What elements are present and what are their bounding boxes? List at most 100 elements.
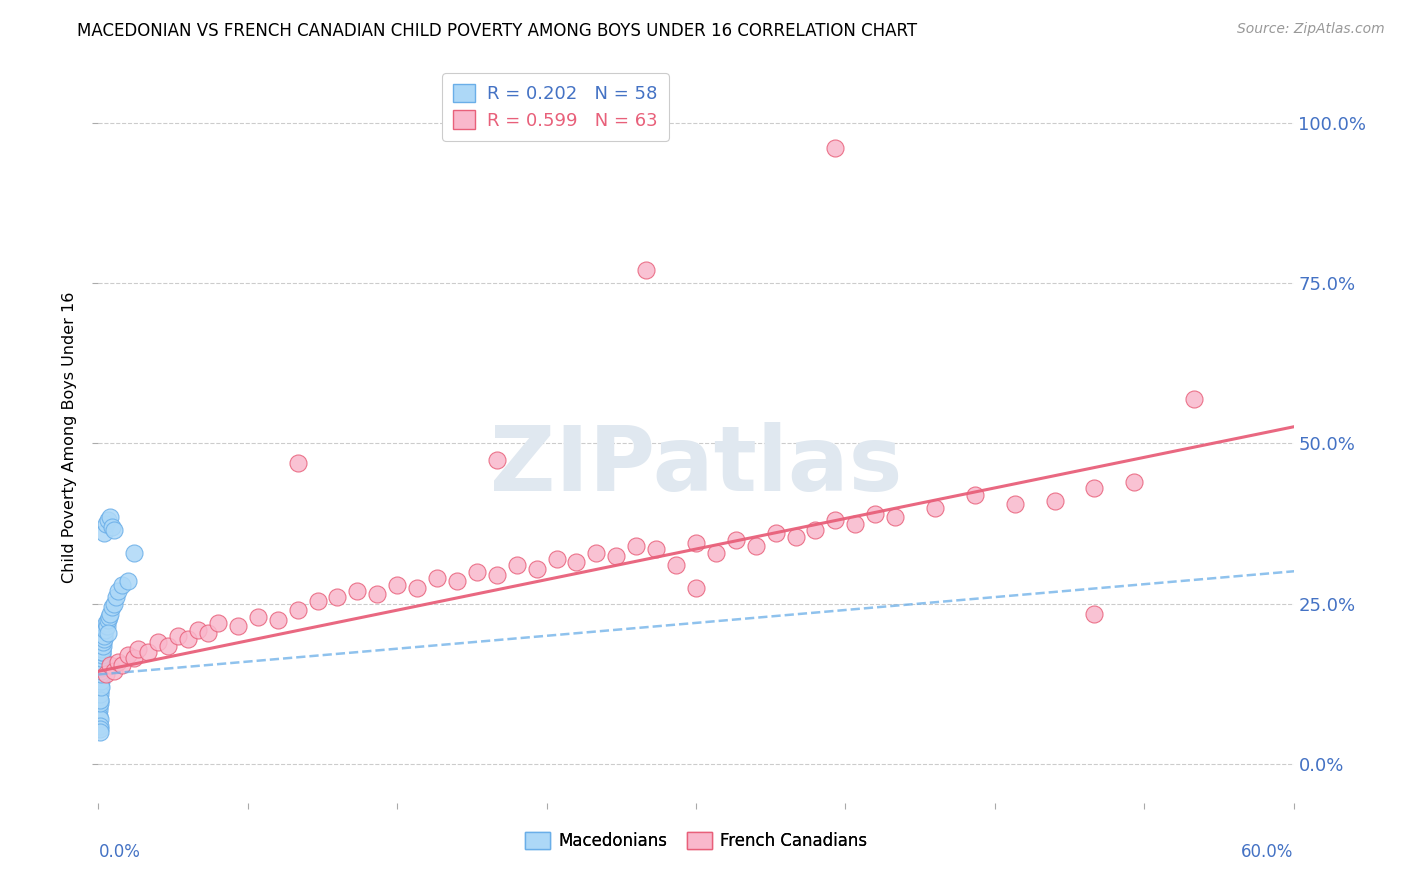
Point — [246, 609, 269, 624]
Point — [89, 671, 111, 685]
Point — [89, 722, 111, 736]
Point — [157, 639, 180, 653]
Point — [87, 681, 110, 695]
Point — [346, 584, 368, 599]
Point — [97, 613, 120, 627]
Point — [89, 665, 111, 679]
Point — [1182, 392, 1205, 406]
Point — [89, 673, 111, 688]
Point — [89, 709, 111, 723]
Point — [93, 632, 115, 647]
Point — [197, 625, 219, 640]
Point — [98, 510, 122, 524]
Point — [96, 616, 118, 631]
Point — [124, 545, 146, 559]
Point — [90, 648, 112, 663]
Point — [105, 591, 128, 605]
Point — [89, 719, 111, 733]
Point — [626, 539, 648, 553]
Point — [124, 651, 146, 665]
Point — [89, 699, 111, 714]
Point — [107, 655, 129, 669]
Point — [89, 687, 111, 701]
Point — [94, 623, 117, 637]
Text: 60.0%: 60.0% — [1241, 843, 1294, 861]
Point — [103, 523, 125, 537]
Point — [724, 533, 747, 547]
Point — [89, 683, 111, 698]
Point — [90, 661, 112, 675]
Point — [326, 591, 349, 605]
Point — [226, 619, 249, 633]
Point — [685, 581, 707, 595]
Point — [117, 648, 139, 663]
Point — [97, 625, 120, 640]
Point — [117, 574, 139, 589]
Point — [446, 574, 468, 589]
Point — [844, 516, 866, 531]
Point — [605, 549, 627, 563]
Point — [1043, 494, 1066, 508]
Point — [87, 687, 110, 701]
Point — [90, 661, 112, 675]
Point — [485, 452, 508, 467]
Point — [96, 619, 118, 633]
Point — [148, 635, 170, 649]
Point — [824, 514, 846, 528]
Point — [1083, 607, 1105, 621]
Point — [585, 545, 607, 559]
Point — [177, 632, 200, 647]
Point — [506, 558, 529, 573]
Point — [93, 526, 115, 541]
Point — [704, 545, 727, 559]
Point — [636, 263, 658, 277]
Point — [96, 516, 118, 531]
Point — [187, 623, 209, 637]
Point — [366, 587, 388, 601]
Point — [90, 665, 112, 679]
Point — [924, 500, 946, 515]
Text: Source: ZipAtlas.com: Source: ZipAtlas.com — [1237, 22, 1385, 37]
Point — [287, 456, 309, 470]
Point — [307, 593, 329, 607]
Point — [90, 667, 112, 681]
Point — [90, 657, 112, 672]
Point — [804, 523, 827, 537]
Point — [90, 655, 112, 669]
Point — [89, 677, 111, 691]
Point — [1083, 482, 1105, 496]
Point — [865, 507, 887, 521]
Point — [546, 552, 568, 566]
Point — [406, 581, 429, 595]
Point — [90, 645, 112, 659]
Point — [103, 597, 125, 611]
Point — [91, 641, 114, 656]
Y-axis label: Child Poverty Among Boys Under 16: Child Poverty Among Boys Under 16 — [62, 292, 77, 582]
Point — [884, 510, 907, 524]
Point — [665, 558, 688, 573]
Point — [89, 690, 111, 704]
Point — [287, 603, 309, 617]
Point — [765, 526, 787, 541]
Point — [90, 681, 112, 695]
Point — [824, 141, 846, 155]
Point — [107, 584, 129, 599]
Point — [101, 520, 124, 534]
Point — [785, 529, 807, 543]
Point — [685, 536, 707, 550]
Point — [645, 542, 668, 557]
Point — [485, 568, 508, 582]
Point — [91, 645, 114, 659]
Point — [127, 641, 149, 656]
Point — [89, 681, 111, 695]
Point — [90, 667, 112, 681]
Point — [89, 725, 111, 739]
Text: MACEDONIAN VS FRENCH CANADIAN CHILD POVERTY AMONG BOYS UNDER 16 CORRELATION CHAR: MACEDONIAN VS FRENCH CANADIAN CHILD POVE… — [77, 22, 918, 40]
Point — [526, 561, 548, 575]
Point — [385, 577, 409, 591]
Legend: Macedonians, French Canadians: Macedonians, French Canadians — [517, 825, 875, 856]
Point — [745, 539, 768, 553]
Point — [90, 673, 112, 688]
Point — [565, 555, 588, 569]
Point — [97, 514, 120, 528]
